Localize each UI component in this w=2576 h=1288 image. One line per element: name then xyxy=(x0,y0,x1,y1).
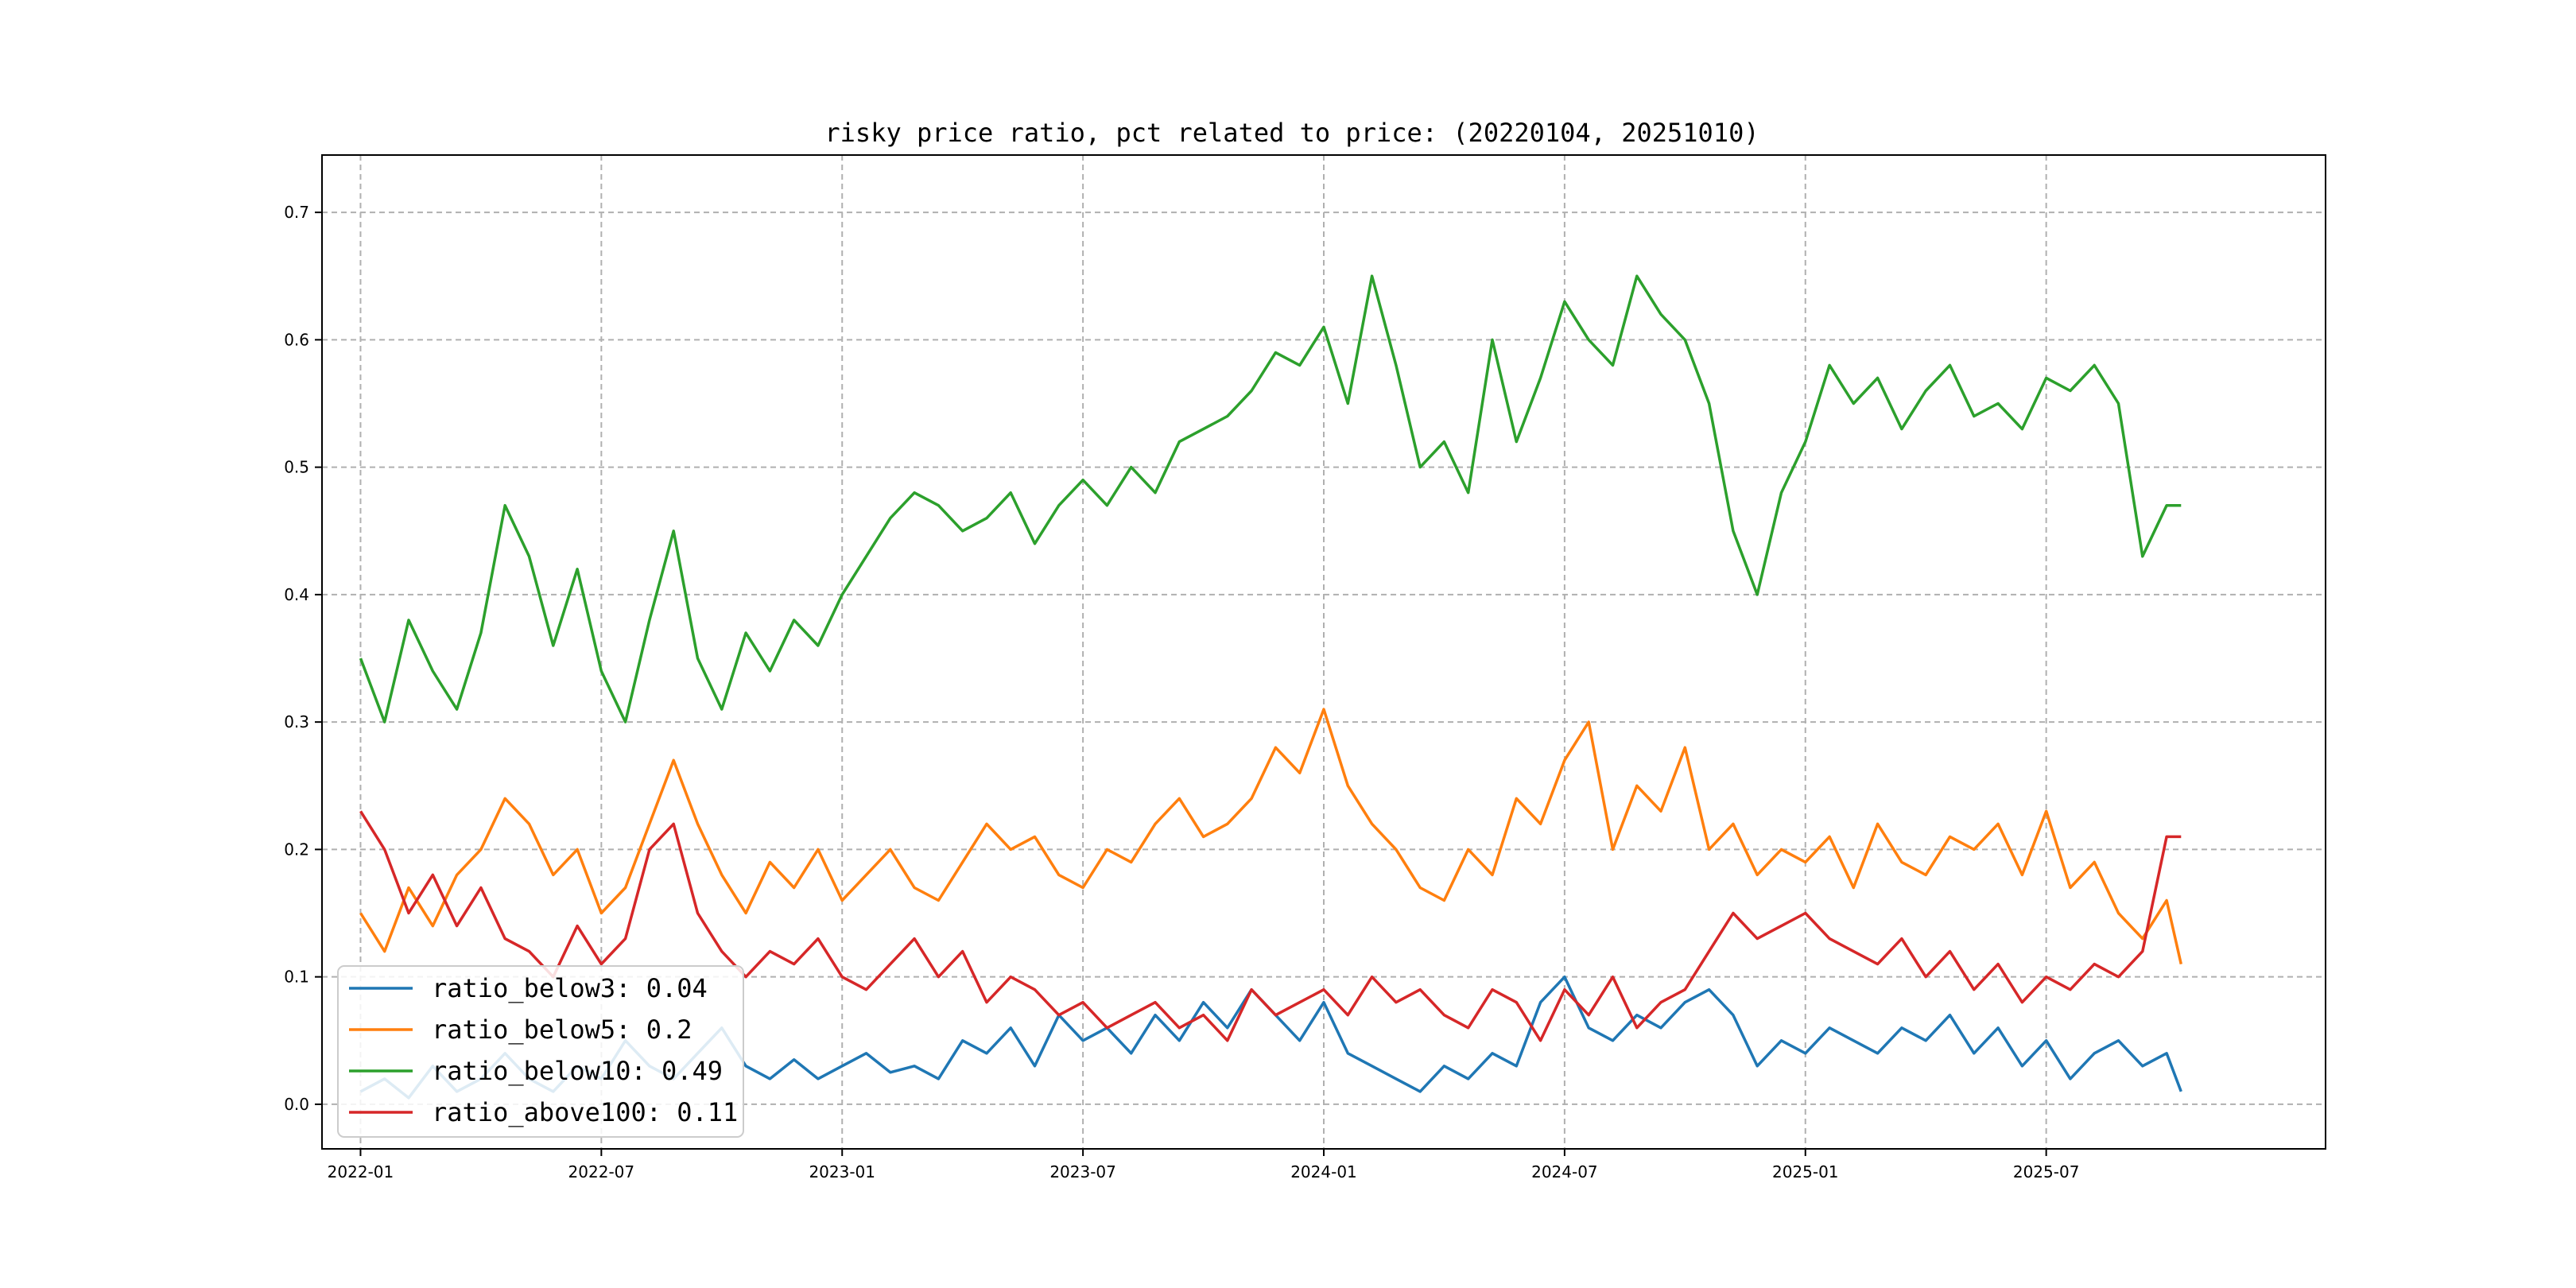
y-tick-label: 0.6 xyxy=(284,330,309,349)
x-tick-label: 2023-01 xyxy=(809,1162,875,1181)
y-tick-label: 0.4 xyxy=(284,585,309,604)
y-tick-label: 0.1 xyxy=(284,968,309,987)
series-line-ratio_below10 xyxy=(359,274,2182,724)
x-tick-label: 2025-07 xyxy=(2013,1162,2080,1181)
x-tick-label: 2022-01 xyxy=(328,1162,394,1181)
x-tick-label: 2025-01 xyxy=(1772,1162,1839,1181)
x-tick-label: 2022-07 xyxy=(568,1162,635,1181)
legend-label-ratio_below3: ratio_below3: 0.04 xyxy=(432,973,708,1003)
y-tick-label: 0.3 xyxy=(284,712,309,731)
plot-frame xyxy=(321,154,2326,1150)
legend-label-ratio_below5: ratio_below5: 0.2 xyxy=(432,1014,692,1045)
series-line-ratio_below5 xyxy=(359,708,2183,964)
series-line-ratio_above100 xyxy=(359,810,2182,1042)
chart-title: risky price ratio, pct related to price:… xyxy=(824,118,1759,148)
x-tick-label: 2024-01 xyxy=(1290,1162,1357,1181)
y-tick-label: 0.7 xyxy=(284,203,309,222)
x-tick-label: 2024-07 xyxy=(1531,1162,1598,1181)
grid xyxy=(322,155,2326,1149)
y-tick-label: 0.0 xyxy=(284,1095,309,1114)
y-tick-label: 0.2 xyxy=(284,840,309,859)
legend-label-ratio_below10: ratio_below10: 0.49 xyxy=(432,1056,723,1086)
x-tick-label: 2023-07 xyxy=(1049,1162,1116,1181)
axis-ticks: 0.0 0.1 0.2 0.3 0.4 0.5 0.6 0.7 2022-01 2022-07 20… xyxy=(284,203,2079,1181)
legend-box xyxy=(337,965,744,1138)
legend: ratio_below3: 0.04 ratio_below5: 0.2 ratio… xyxy=(337,965,744,1138)
y-tick-label: 0.5 xyxy=(284,458,309,477)
legend-label-ratio_above100: ratio_above100: 0.11 xyxy=(432,1097,738,1127)
